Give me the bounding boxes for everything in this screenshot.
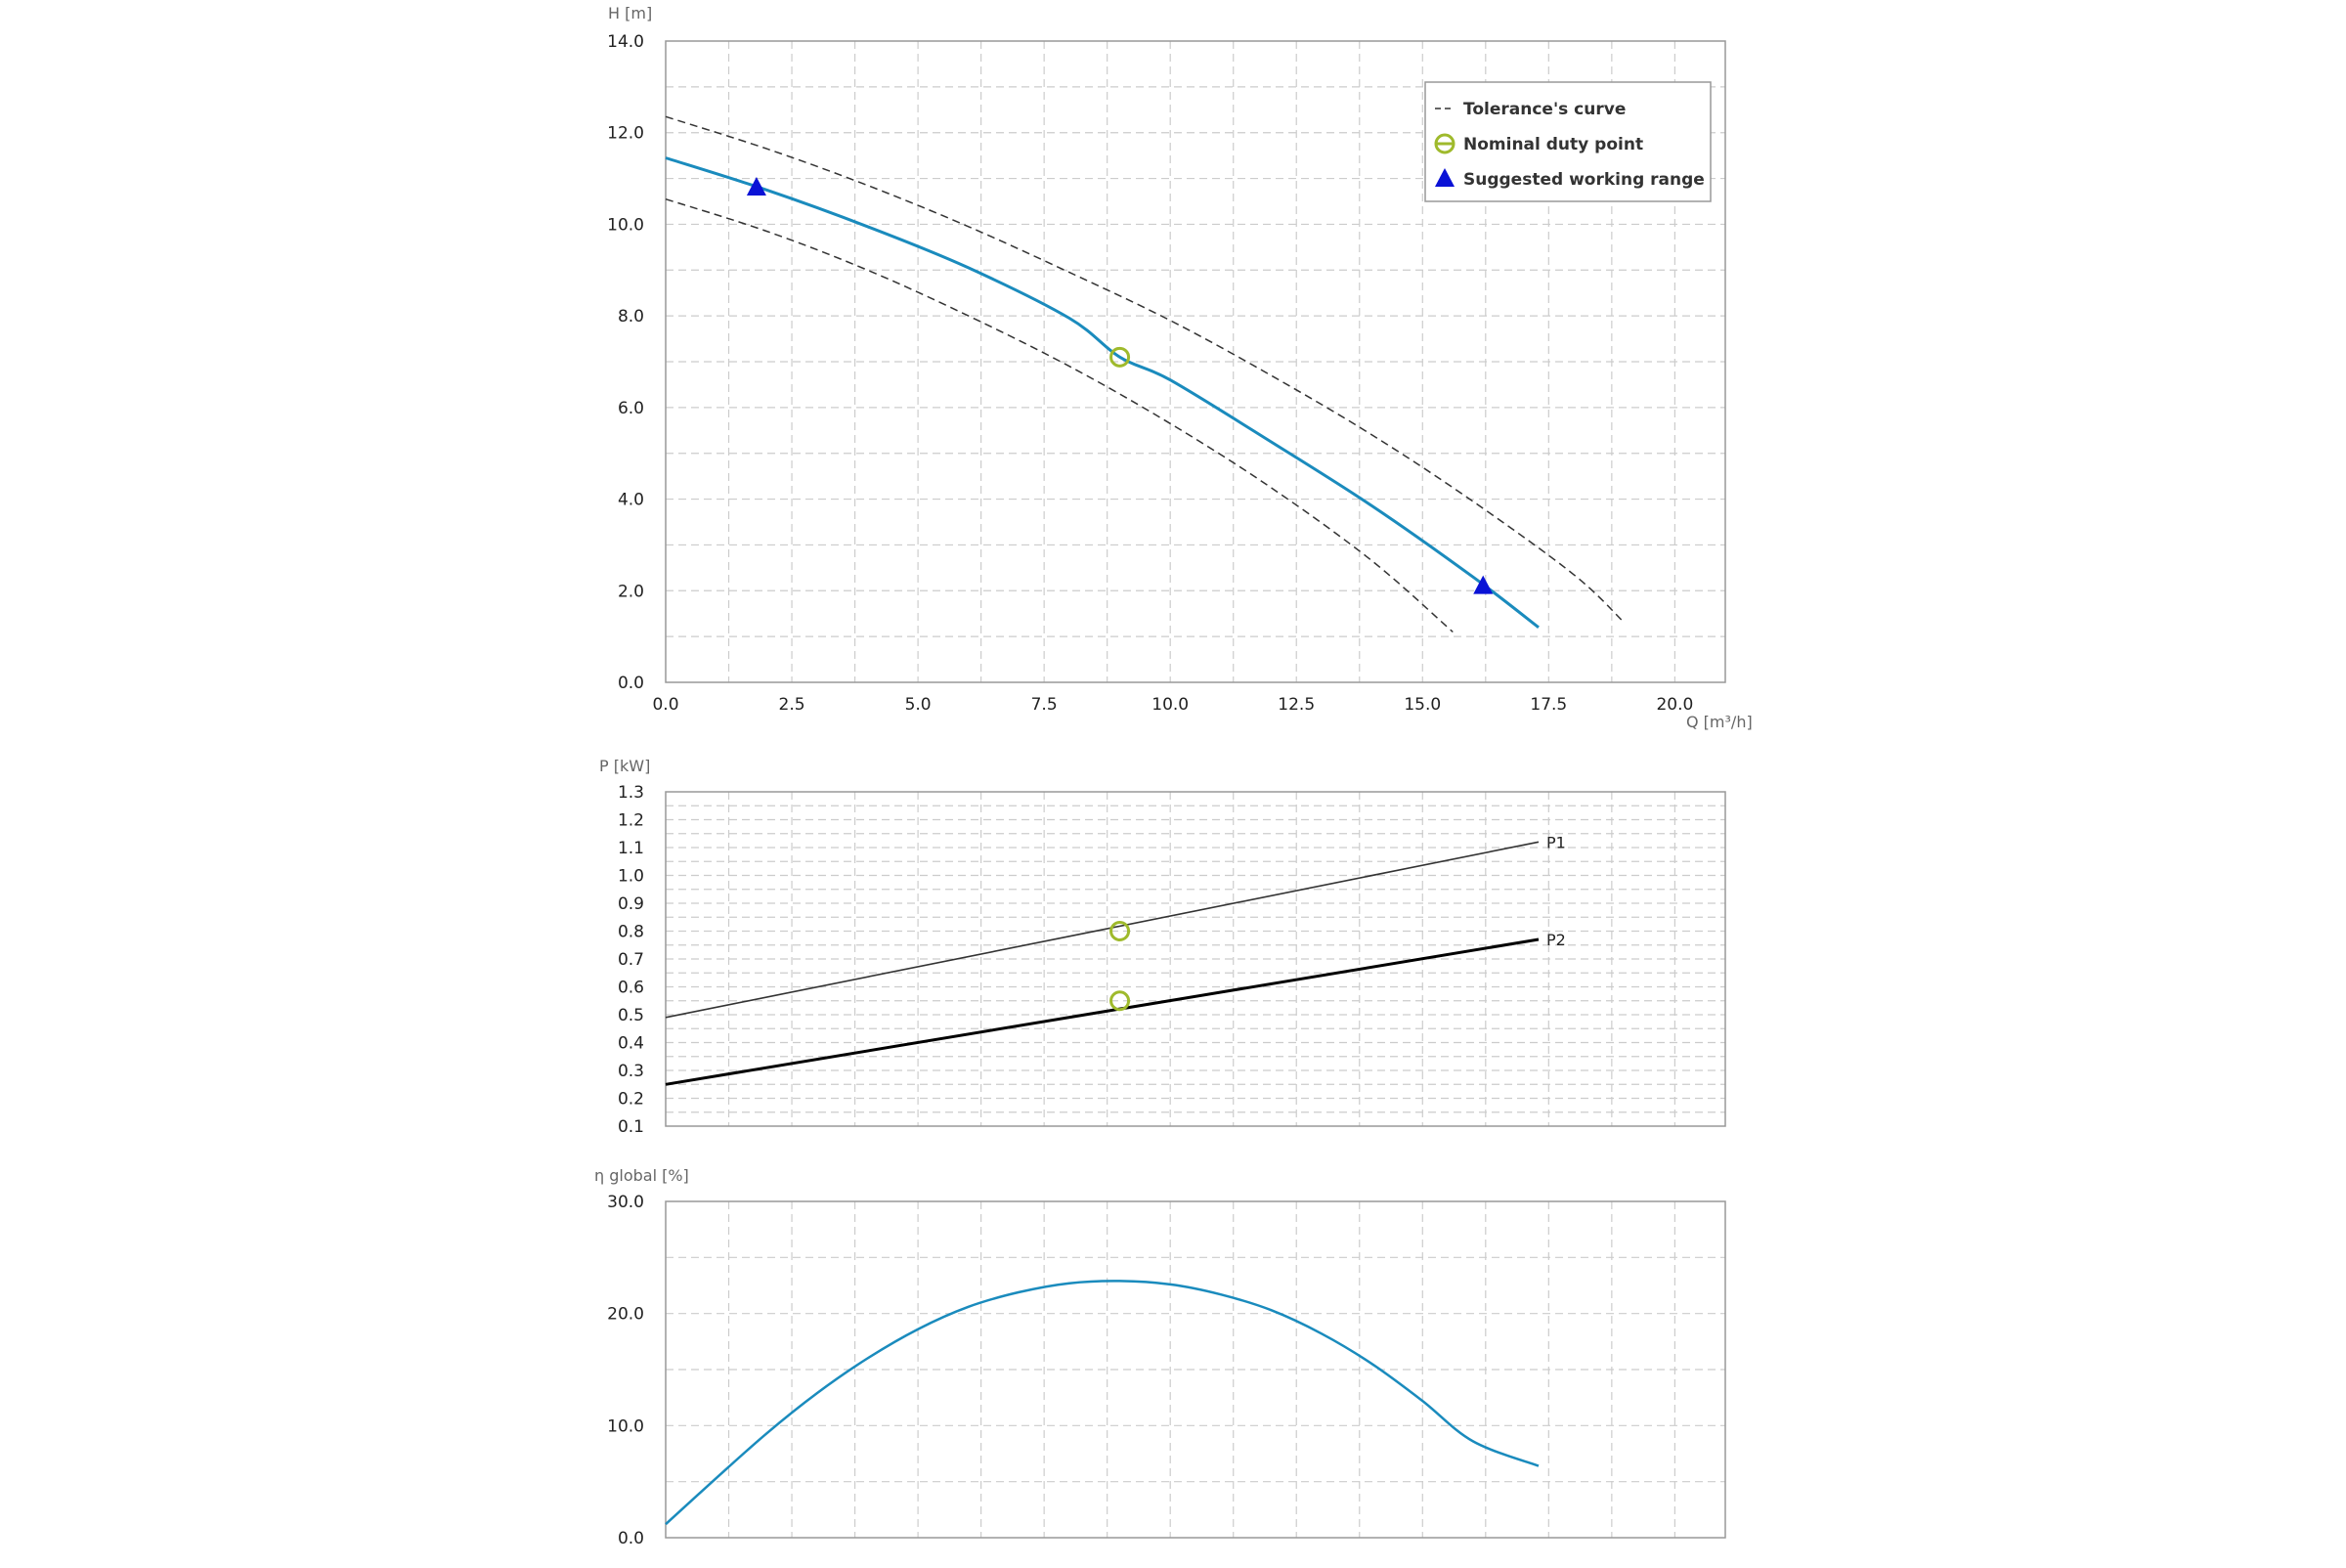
p2-line <box>665 937 1540 1086</box>
head-y-axis-title: H [m] <box>608 4 652 22</box>
power-y-tick-label: 1.3 <box>618 783 644 803</box>
efficiency-y-tick-label: 10.0 <box>607 1416 644 1436</box>
head-y-tick-label: 8.0 <box>618 307 644 327</box>
tolerance-upper-line <box>665 115 1626 624</box>
head-x-tick-label: 0.0 <box>652 695 678 715</box>
legend-label-tolerance: Tolerance's curve <box>1463 100 1626 119</box>
efficiency-y-axis-title: η global [%] <box>594 1166 689 1185</box>
head-y-tick-label: 12.0 <box>607 124 644 144</box>
power-y-tick-label: 0.4 <box>618 1034 644 1054</box>
power-y-tick-label: 0.6 <box>618 979 644 998</box>
power-y-tick-label: 1.1 <box>618 839 644 858</box>
efficiency-y-tick-label: 0.0 <box>618 1529 644 1548</box>
head-y-tick-label: 6.0 <box>618 399 644 418</box>
head-x-tick-label: 10.0 <box>1151 695 1189 715</box>
power-y-tick-label: 0.7 <box>618 950 644 970</box>
legend: Tolerance's curve Nominal duty point Sug… <box>1424 81 1712 202</box>
head-duty-point-marker <box>1109 346 1131 368</box>
power-y-tick-label: 0.9 <box>618 894 644 914</box>
legend-label-duty-point: Nominal duty point <box>1463 135 1643 154</box>
working-range-start-marker <box>746 176 766 196</box>
working-range-legend-icon <box>1435 168 1455 187</box>
head-curve-line <box>665 156 1540 629</box>
head-x-tick-label: 17.5 <box>1530 695 1567 715</box>
head-x-tick-label: 20.0 <box>1656 695 1693 715</box>
legend-label-working-range: Suggested working range <box>1463 170 1705 190</box>
head-x-tick-label: 2.5 <box>779 695 805 715</box>
head-y-tick-label: 0.0 <box>618 674 644 693</box>
efficiency-curve-line <box>665 1280 1540 1526</box>
efficiency-y-tick-label: 20.0 <box>607 1305 644 1325</box>
head-x-tick-label: 12.5 <box>1278 695 1315 715</box>
power-y-axis-title: P [kW] <box>599 757 650 775</box>
power-y-tick-label: 0.8 <box>618 923 644 942</box>
p2-series-label: P2 <box>1546 931 1566 949</box>
power-y-tick-label: 1.0 <box>618 867 644 887</box>
head-plot-frame <box>665 40 1726 683</box>
power-plot-frame <box>665 791 1726 1127</box>
head-x-axis-title: Q [m³/h] <box>1686 713 1753 731</box>
p2-duty-point-marker <box>1109 990 1131 1012</box>
working-range-end-marker <box>1473 575 1494 594</box>
head-x-tick-label: 7.5 <box>1031 695 1058 715</box>
p1-line <box>665 841 1540 1019</box>
head-x-tick-label: 15.0 <box>1404 695 1441 715</box>
head-x-tick-label: 5.0 <box>905 695 932 715</box>
power-y-tick-label: 0.1 <box>618 1117 644 1137</box>
power-y-tick-label: 1.2 <box>618 811 644 831</box>
power-y-tick-label: 0.3 <box>618 1062 644 1081</box>
p1-series-label: P1 <box>1546 833 1566 851</box>
head-y-tick-label: 14.0 <box>607 32 644 52</box>
tolerance-lower-line <box>665 197 1454 633</box>
efficiency-y-tick-label: 30.0 <box>607 1193 644 1212</box>
head-y-tick-label: 4.0 <box>618 491 644 510</box>
p1-duty-point-marker <box>1109 921 1131 941</box>
head-y-tick-label: 10.0 <box>607 215 644 235</box>
efficiency-plot-frame <box>665 1200 1726 1539</box>
power-y-tick-label: 0.2 <box>618 1090 644 1110</box>
legend-box <box>1424 81 1712 202</box>
power-y-tick-label: 0.5 <box>618 1006 644 1025</box>
head-y-tick-label: 2.0 <box>618 582 644 601</box>
